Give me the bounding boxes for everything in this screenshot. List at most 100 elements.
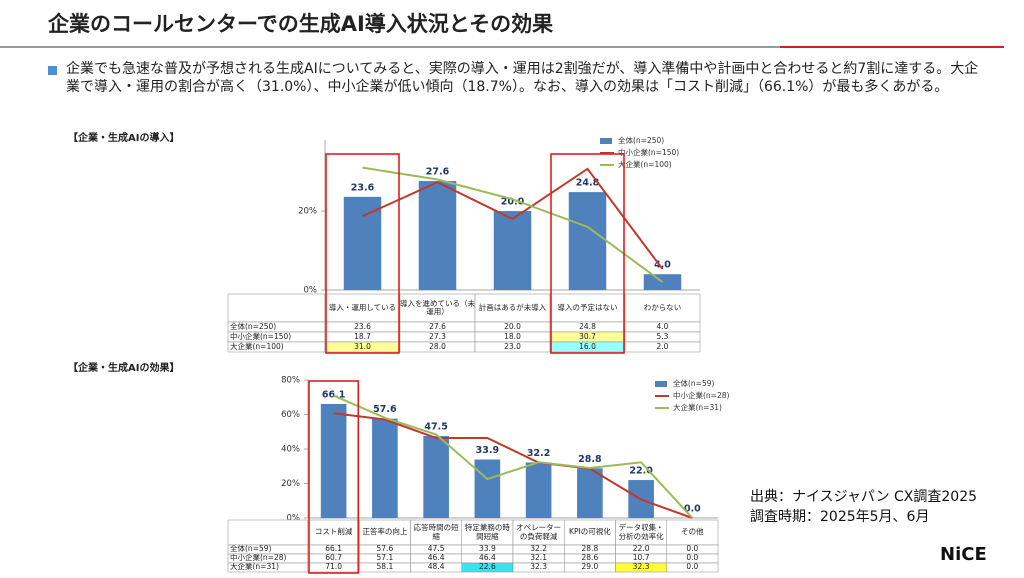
table-cell: 33.9 — [479, 545, 496, 554]
table-cell: 27.3 — [429, 332, 446, 341]
table-cell: 27.6 — [429, 322, 446, 331]
y-tick-label: 0% — [304, 286, 318, 296]
bar — [568, 192, 607, 290]
table-cell: 29.0 — [581, 563, 599, 572]
table-cell: 58.1 — [376, 563, 394, 572]
table-cell: 2.0 — [656, 342, 669, 351]
bar — [320, 403, 347, 518]
source: 出典：ナイスジャパン CX調査2025 — [750, 489, 978, 505]
bar — [418, 181, 457, 290]
table-cell: 31.0 — [354, 342, 371, 351]
data-label: 27.6 — [426, 167, 450, 178]
category-label: その他 — [681, 527, 704, 537]
category-label: コスト削減 — [314, 527, 353, 537]
table-cell: 22.6 — [479, 563, 496, 572]
chart-title: 【企業・生成AIの導入】 — [68, 131, 179, 144]
table-cell: 5.3 — [656, 332, 669, 341]
table-cell: 18.7 — [354, 332, 371, 341]
legend-swatch — [655, 381, 667, 387]
bar — [493, 211, 532, 290]
table-cell: 2.0 — [656, 342, 669, 351]
table-cell-bg — [624, 341, 701, 353]
table-cell: 28.6 — [581, 554, 599, 563]
data-label: 22.0 — [629, 466, 653, 477]
y-tick-label: 0% — [287, 514, 301, 524]
bar — [372, 418, 398, 518]
table-cell: 16.0 — [579, 342, 596, 351]
category-label-bg — [564, 519, 616, 546]
table-cell: 32.3 — [632, 563, 650, 572]
table-cell: 57.6 — [376, 545, 394, 554]
category-label: 導入の予定はない — [558, 303, 618, 312]
table-cell: 32.2 — [530, 545, 547, 554]
table-cell: 60.7 — [325, 554, 342, 563]
category-label: 計画はあるが未導入 — [478, 302, 547, 312]
table-cell: 57.1 — [376, 554, 394, 563]
category-label-bg — [615, 519, 667, 546]
category-label: データ収集・分析の効率化 — [619, 523, 664, 540]
table-cell: 46.4 — [427, 554, 445, 563]
table-cell: 24.8 — [579, 322, 596, 331]
category-label-bg — [624, 293, 701, 323]
table-cell: 32.1 — [530, 554, 547, 563]
data-label: 47.5 — [424, 422, 447, 433]
table-cell: 66.1 — [325, 545, 342, 554]
table-cell: 4.0 — [656, 322, 669, 331]
category-label: わからない — [643, 302, 682, 312]
table-cell: 29.0 — [581, 563, 599, 572]
row-label: 全体(n=59) — [230, 545, 272, 554]
category-label: 応答時間の短縮 — [413, 523, 459, 541]
row-label: 全体(n=250) — [230, 322, 277, 331]
category-label: 正答率の向上 — [362, 527, 408, 537]
table-cell: 4.0 — [656, 322, 669, 331]
table-cell: 46.4 — [427, 554, 445, 563]
bar — [343, 196, 382, 290]
legend-label: 中小企業(n=150) — [618, 147, 679, 157]
table-cell: 18.0 — [504, 332, 521, 341]
table-cell: 24.8 — [579, 322, 596, 331]
category-label: わからない — [643, 302, 682, 312]
table-corner — [227, 293, 326, 323]
category-label: 特定業務の時間短縮 — [465, 523, 510, 540]
table-cell: 5.3 — [656, 332, 669, 341]
legend-label: 全体(n=250) — [618, 135, 664, 145]
row-label: 中小企業(n=28) — [230, 554, 287, 563]
y-tick-label: 20% — [298, 207, 317, 217]
table-cell: 28.8 — [581, 545, 599, 554]
category-label: 導入・運用している — [328, 302, 397, 312]
table-cell: 32.2 — [530, 545, 547, 554]
table-cell: 27.3 — [429, 332, 446, 341]
row-label: 中小企業(n=150) — [230, 332, 291, 341]
table-cell: 28.6 — [581, 554, 599, 563]
category-label-bg — [461, 519, 514, 546]
category-label: 導入・運用している — [328, 302, 397, 312]
table-cell: 27.6 — [429, 322, 446, 331]
y-tick-label: 60% — [281, 410, 300, 420]
table-cell: 57.1 — [376, 554, 394, 563]
legend-label: 中小企業(n=28) — [673, 390, 730, 400]
category-label-bg — [474, 293, 551, 323]
legend-label: 大企業(n=100) — [618, 159, 672, 169]
row-label: 全体(n=59) — [230, 545, 272, 554]
bar — [525, 462, 552, 518]
table-cell: 30.7 — [579, 332, 596, 341]
table-cell: 33.9 — [479, 545, 496, 554]
table-cell: 0.0 — [686, 545, 699, 554]
table-cell: 57.6 — [376, 545, 394, 554]
table-cell: 46.4 — [479, 554, 496, 563]
table-cell: 10.7 — [632, 554, 650, 563]
table-cell: 28.8 — [581, 545, 599, 554]
series-line — [362, 166, 664, 283]
bar — [643, 274, 682, 290]
category-label: 計画はあるが未導入 — [478, 302, 547, 312]
row-label: 大企業(n=100) — [230, 342, 284, 351]
data-label: 57.6 — [373, 404, 397, 415]
table-cell: 46.4 — [479, 554, 496, 563]
table-cell: 0.0 — [686, 545, 699, 554]
table-cell: 28.0 — [429, 342, 446, 351]
category-label-bg — [410, 519, 462, 546]
table-cell: 10.7 — [632, 554, 650, 563]
category-label-bg — [399, 293, 476, 323]
